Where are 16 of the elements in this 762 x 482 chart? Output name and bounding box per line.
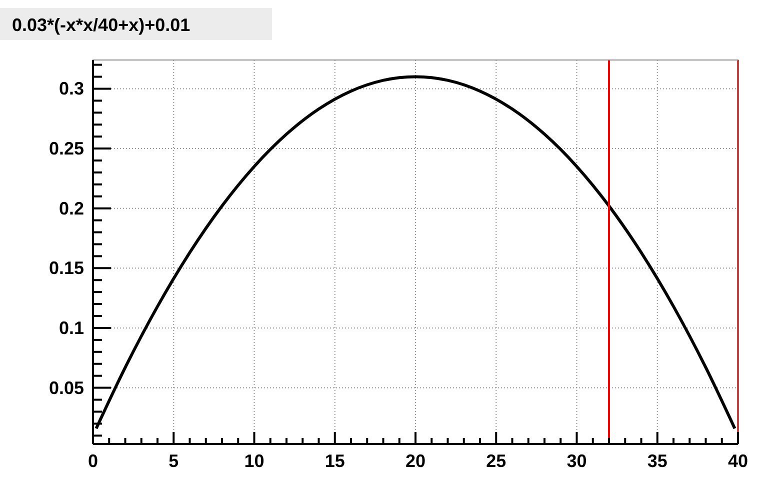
x-tick-label: 5	[168, 451, 179, 471]
x-tick-label: 35	[647, 451, 668, 471]
x-tick-label: 40	[728, 451, 748, 471]
y-tick-label: 0.2	[58, 198, 84, 218]
x-tick-label: 10	[244, 451, 264, 471]
x-tick-label: 30	[566, 451, 587, 471]
y-tick-label: 0.3	[58, 78, 84, 99]
x-tick-label: 15	[324, 451, 345, 471]
chart-title: 0.03*(-x*x/40+x)+0.01	[12, 15, 190, 35]
x-tick-label: 25	[486, 451, 506, 471]
y-tick-label: 0.1	[58, 318, 84, 338]
y-tick-label: 0.25	[48, 138, 84, 159]
x-tick-label: 0	[88, 451, 98, 471]
y-tick-label: 0.05	[48, 378, 84, 398]
x-tick-label: 20	[405, 451, 426, 471]
y-tick-label: 0.15	[48, 258, 84, 278]
